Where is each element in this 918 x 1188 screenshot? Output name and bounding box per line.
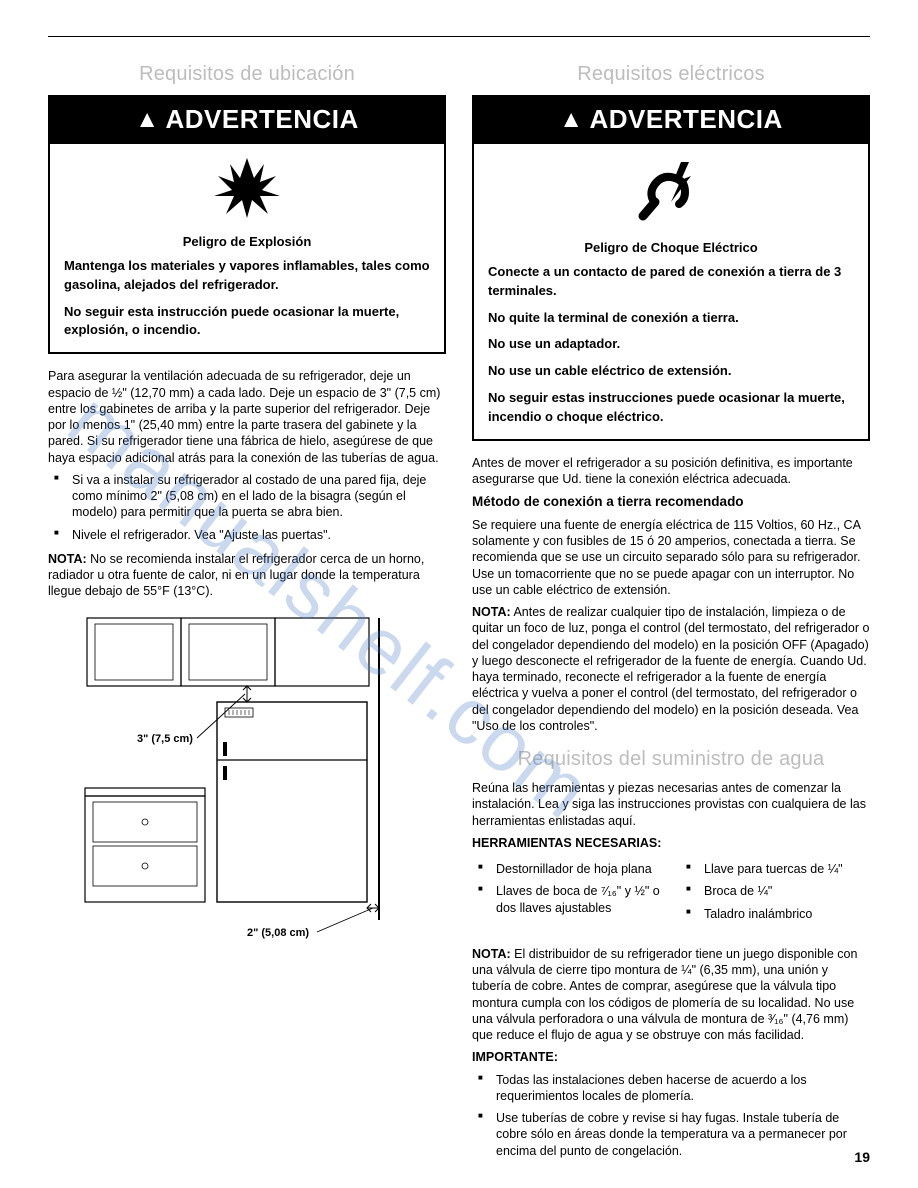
alert-triangle-icon: ▲	[559, 108, 583, 132]
left-column: Requisitos de ubicación ▲ ADVERTENCIA Pe…	[48, 59, 446, 1167]
right-heading2: Requisitos del suministro de agua	[472, 746, 870, 772]
importante-bullet-2: Use tuberías de cobre y revise si hay fu…	[476, 1110, 870, 1159]
importante-label: IMPORTANTE:	[472, 1049, 870, 1065]
right-warning-banner-text: ADVERTENCIA	[589, 103, 782, 137]
left-warning-title: Peligro de Explosión	[50, 230, 444, 257]
left-nota: NOTA: No se recomienda instalar el refri…	[48, 551, 446, 600]
right-para2: Se requiere una fuente de energía eléctr…	[472, 517, 870, 598]
right-warning-body: Conecte a un contacto de pared de conexi…	[474, 263, 868, 439]
tools-right: Llave para tuercas de ¼" Broca de ¼" Tal…	[680, 861, 870, 928]
left-warning-line-2: No seguir esta instrucción puede ocasion…	[64, 303, 430, 341]
left-bullets: Si va a instalar su refrigerador al cost…	[48, 472, 446, 543]
left-bullet-1: Si va a instalar su refrigerador al cost…	[52, 472, 446, 521]
right-para1: Antes de mover el refrigerador a su posi…	[472, 455, 870, 488]
tool-right-3: Taladro inalámbrico	[684, 906, 870, 922]
left-warning-line-1: Mantenga los materiales y vapores inflam…	[64, 257, 430, 295]
left-bullet-2: Nivele el refrigerador. Vea "Ajuste las …	[52, 527, 446, 543]
top-rule	[48, 36, 870, 37]
right-warning-line-1: Conecte a un contacto de pared de conexi…	[488, 263, 854, 301]
tool-right-1: Llave para tuercas de ¼"	[684, 861, 870, 877]
tool-left-2: Llaves de boca de ⁷⁄₁₆" y ½" o dos llave…	[476, 883, 662, 916]
svg-text:3" (7,5 cm): 3" (7,5 cm)	[137, 733, 193, 745]
right-nota2: NOTA: Antes de realizar cualquier tipo d…	[472, 604, 870, 734]
right-nota2-text: Antes de realizar cualquier tipo de inst…	[472, 605, 869, 733]
explosion-icon	[50, 144, 444, 230]
importante-bullet-1: Todas las instalaciones deben hacerse de…	[476, 1072, 870, 1105]
alert-triangle-icon: ▲	[135, 108, 159, 132]
right-warning-line-4: No use un cable eléctrico de extensión.	[488, 362, 854, 381]
fridge-diagram: 3" (7,5 cm)	[48, 610, 446, 940]
right-warning-line-3: No use un adaptador.	[488, 335, 854, 354]
right-column: Requisitos eléctricos ▲ ADVERTENCIA Peli…	[472, 59, 870, 1167]
tools-heading: HERRAMIENTAS NECESARIAS:	[472, 835, 870, 851]
right-nota2-label: NOTA:	[472, 605, 511, 619]
right-warning-line-2: No quite la terminal de conexión a tierr…	[488, 309, 854, 328]
right-sub1: Método de conexión a tierra recomendado	[472, 493, 870, 511]
left-warning-banner: ▲ ADVERTENCIA	[50, 97, 444, 144]
tools-left: Destornillador de hoja plana Llaves de b…	[472, 861, 662, 928]
right-heading: Requisitos eléctricos	[472, 61, 870, 87]
left-warning-body: Mantenga los materiales y vapores inflam…	[50, 257, 444, 352]
svg-text:2" (5,08 cm): 2" (5,08 cm)	[247, 927, 309, 939]
right-warning-box: ▲ ADVERTENCIA Peligro de Choque Eléctric…	[472, 95, 870, 441]
importante-bullets: Todas las instalaciones deben hacerse de…	[472, 1072, 870, 1159]
shock-icon	[474, 144, 868, 236]
columns: Requisitos de ubicación ▲ ADVERTENCIA Pe…	[48, 59, 870, 1167]
right-para3: Reúna las herramientas y piezas necesari…	[472, 780, 870, 829]
right-nota3-text: El distribuidor de su refrigerador tiene…	[472, 947, 857, 1042]
left-nota-label: NOTA:	[48, 552, 87, 566]
left-nota-text: No se recomienda instalar el refrigerado…	[48, 552, 424, 599]
left-para1: Para asegurar la ventilación adecuada de…	[48, 368, 446, 466]
right-warning-line-5: No seguir estas instrucciones puede ocas…	[488, 389, 854, 427]
right-warning-banner: ▲ ADVERTENCIA	[474, 97, 868, 144]
right-nota3: NOTA: El distribuidor de su refrigerador…	[472, 946, 870, 1044]
right-warning-title: Peligro de Choque Eléctrico	[474, 236, 868, 263]
left-heading: Requisitos de ubicación	[48, 61, 446, 87]
tools-columns: Destornillador de hoja plana Llaves de b…	[472, 857, 870, 936]
tool-right-2: Broca de ¼"	[684, 883, 870, 899]
left-warning-banner-text: ADVERTENCIA	[165, 103, 358, 137]
right-nota3-label: NOTA:	[472, 947, 511, 961]
tool-left-1: Destornillador de hoja plana	[476, 861, 662, 877]
page-number: 19	[854, 1148, 870, 1166]
left-warning-box: ▲ ADVERTENCIA Peligro de Explosión Mante…	[48, 95, 446, 354]
